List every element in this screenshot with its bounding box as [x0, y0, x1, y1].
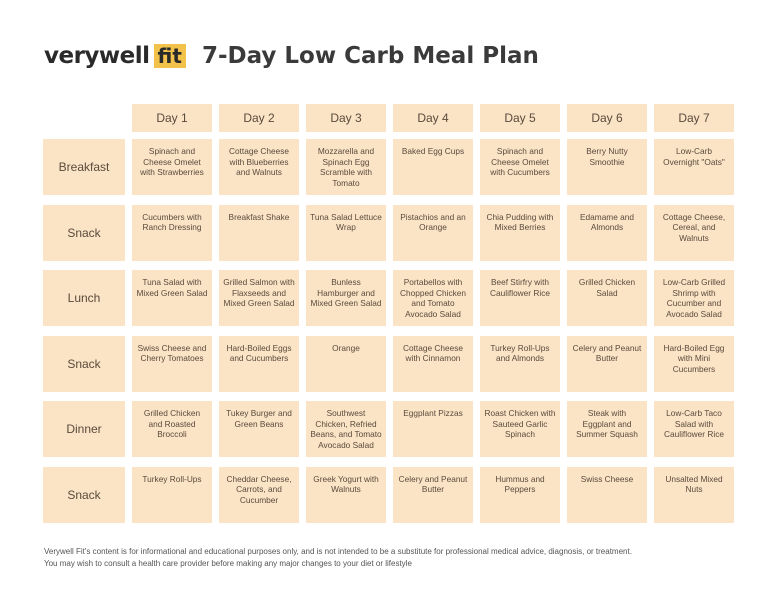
meal-cell: Eggplant Pizzas	[393, 401, 473, 457]
day-header-6: Day 6	[567, 104, 647, 132]
meal-cell: Spinach and Cheese Omelet with Cucumbers	[480, 139, 560, 195]
meal-label-3: Lunch	[43, 270, 125, 326]
meal-cell: Low-Carb Taco Salad with Cauliflower Ric…	[654, 401, 734, 457]
meal-cell: Low-Carb Overnight "Oats"	[654, 139, 734, 195]
meal-label-1: Breakfast	[43, 139, 125, 195]
logo-wordmark: verywell	[44, 43, 150, 69]
meal-cell: Mozzarella and Spinach Egg Scramble with…	[306, 139, 386, 195]
meal-cell: Southwest Chicken, Refried Beans, and To…	[306, 401, 386, 457]
disclaimer-line-2: You may wish to consult a health care pr…	[44, 559, 412, 568]
page-header: verywell fit 7-Day Low Carb Meal Plan	[44, 40, 539, 72]
meal-cell: Grilled Chicken Salad	[567, 270, 647, 326]
meal-cell: Spinach and Cheese Omelet with Strawberr…	[132, 139, 212, 195]
meal-label-2: Snack	[43, 204, 125, 261]
meal-cell: Turkey Roll-Ups	[132, 466, 212, 523]
meal-cell: Breakfast Shake	[219, 204, 299, 261]
meal-cell: Cottage Cheese with Cinnamon	[393, 335, 473, 392]
meal-label-6: Snack	[43, 466, 125, 523]
meal-label-5: Dinner	[43, 401, 125, 457]
meal-cell: Hard-Boiled Eggs and Cucumbers	[219, 335, 299, 392]
meal-cell: Grilled Salmon with Flaxseeds and Mixed …	[219, 270, 299, 326]
meal-cell: Swiss Cheese	[567, 466, 647, 523]
meal-cell: Greek Yogurt with Walnuts	[306, 466, 386, 523]
meal-label-4: Snack	[43, 335, 125, 392]
day-header-7: Day 7	[654, 104, 734, 132]
logo-fit-badge: fit	[153, 44, 186, 68]
meal-cell: Roast Chicken with Sauteed Garlic Spinac…	[480, 401, 560, 457]
meal-cell: Pistachios and an Orange	[393, 204, 473, 261]
meal-cell: Chia Pudding with Mixed Berries	[480, 204, 560, 261]
meal-cell: Cottage Cheese with Blueberries and Waln…	[219, 139, 299, 195]
meal-cell: Berry Nutty Smoothie	[567, 139, 647, 195]
meal-cell: Portabellos with Chopped Chicken and Tom…	[393, 270, 473, 326]
meal-cell: Swiss Cheese and Cherry Tomatoes	[132, 335, 212, 392]
meal-cell: Celery and Peanut Butter	[567, 335, 647, 392]
meal-cell: Turkey Roll-Ups and Almonds	[480, 335, 560, 392]
meal-cell: Cheddar Cheese, Carrots, and Cucumber	[219, 466, 299, 523]
day-header-2: Day 2	[219, 104, 299, 132]
meal-cell: Hard-Boiled Egg with Mini Cucumbers	[654, 335, 734, 392]
page-title: 7-Day Low Carb Meal Plan	[201, 43, 539, 69]
day-header-5: Day 5	[480, 104, 560, 132]
meal-cell: Steak with Eggplant and Summer Squash	[567, 401, 647, 457]
meal-cell: Cucumbers with Ranch Dressing	[132, 204, 212, 261]
meal-cell: Beef Stirfry with Cauliflower Rice	[480, 270, 560, 326]
day-header-4: Day 4	[393, 104, 473, 132]
disclaimer-line-1: Verywell Fit's content is for informatio…	[44, 547, 632, 556]
meal-cell: Edamame and Almonds	[567, 204, 647, 261]
meal-cell: Tuna Salad with Mixed Green Salad	[132, 270, 212, 326]
meal-cell: Tukey Burger and Green Beans	[219, 401, 299, 457]
meal-cell: Celery and Peanut Butter	[393, 466, 473, 523]
meal-cell: Orange	[306, 335, 386, 392]
meal-cell: Tuna Salad Lettuce Wrap	[306, 204, 386, 261]
meal-cell: Cottage Cheese, Cereal, and Walnuts	[654, 204, 734, 261]
meal-cell: Bunless Hamburger and Mixed Green Salad	[306, 270, 386, 326]
disclaimer: Verywell Fit's content is for informatio…	[44, 546, 632, 570]
meal-cell: Baked Egg Cups	[393, 139, 473, 195]
meal-cell: Grilled Chicken and Roasted Broccoli	[132, 401, 212, 457]
meal-cell: Hummus and Peppers	[480, 466, 560, 523]
meal-cell: Low-Carb Grilled Shrimp with Cucumber an…	[654, 270, 734, 326]
meal-cell: Unsalted Mixed Nuts	[654, 466, 734, 523]
day-header-1: Day 1	[132, 104, 212, 132]
day-header-3: Day 3	[306, 104, 386, 132]
